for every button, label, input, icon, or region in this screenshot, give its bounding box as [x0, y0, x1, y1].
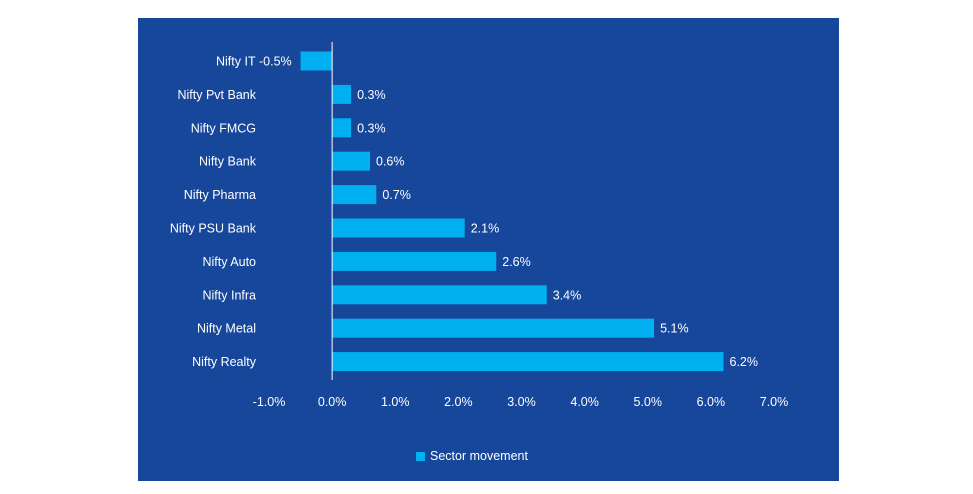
data-label: 2.1%: [471, 222, 500, 236]
x-tick-label: 1.0%: [381, 395, 410, 409]
data-label: 0.3%: [357, 121, 386, 135]
x-tick-label: -1.0%: [253, 395, 286, 409]
category-label: Nifty FMCG: [191, 121, 256, 135]
category-label: Nifty Infra: [203, 288, 257, 302]
category-label: Nifty Realty: [192, 355, 257, 369]
data-label: 0.7%: [382, 188, 411, 202]
data-label: 6.2%: [730, 355, 759, 369]
bar-chart: Nifty IT -0.5% Nifty Pvt Bank 0.3% Nifty FMC…: [170, 42, 789, 409]
labels-layer: Nifty IT -0.5% Nifty Pvt Bank 0.3% Nifty FMC…: [170, 55, 758, 370]
data-label: 0.3%: [357, 88, 386, 102]
data-label: 0.6%: [376, 155, 405, 169]
category-label: Nifty PSU Bank: [170, 222, 257, 236]
bar: [332, 151, 370, 171]
axis-layer: -1.0% 0.0% 1.0% 2.0% 3.0% 4.0% 5.0% 6.0% 7.0%: [253, 42, 789, 409]
category-label: Nifty Bank: [199, 155, 257, 169]
legend: Sector movement: [416, 448, 528, 464]
category-label: Nifty Metal: [197, 322, 256, 336]
x-tick-label: 7.0%: [760, 395, 789, 409]
x-tick-label: 6.0%: [697, 395, 726, 409]
x-tick-label: 3.0%: [507, 395, 536, 409]
bar: [332, 318, 655, 338]
legend-label: Sector movement: [430, 449, 528, 463]
data-label: -0.5%: [259, 55, 292, 69]
bar: [332, 285, 547, 305]
legend-swatch: [416, 451, 425, 461]
bar: [332, 251, 497, 271]
data-label: 3.4%: [553, 288, 582, 302]
x-tick-label: 0.0%: [318, 395, 347, 409]
x-tick-label: 4.0%: [570, 395, 599, 409]
data-label: 5.1%: [660, 322, 689, 336]
category-label: Nifty Pvt Bank: [178, 88, 257, 102]
bar: [332, 218, 465, 238]
x-tick-label: 5.0%: [634, 395, 663, 409]
data-label: 2.6%: [502, 255, 531, 269]
bar: [332, 84, 352, 104]
category-label: Nifty IT: [216, 55, 256, 69]
bar: [300, 51, 333, 71]
bar: [332, 352, 724, 372]
category-label: Nifty Auto: [203, 255, 257, 269]
bar: [332, 118, 352, 138]
category-label: Nifty Pharma: [184, 188, 256, 202]
bars-layer: [300, 51, 724, 372]
x-tick-label: 2.0%: [444, 395, 473, 409]
chart-panel: Nifty IT -0.5% Nifty Pvt Bank 0.3% Nifty FMC…: [138, 18, 839, 481]
bar: [332, 185, 377, 205]
